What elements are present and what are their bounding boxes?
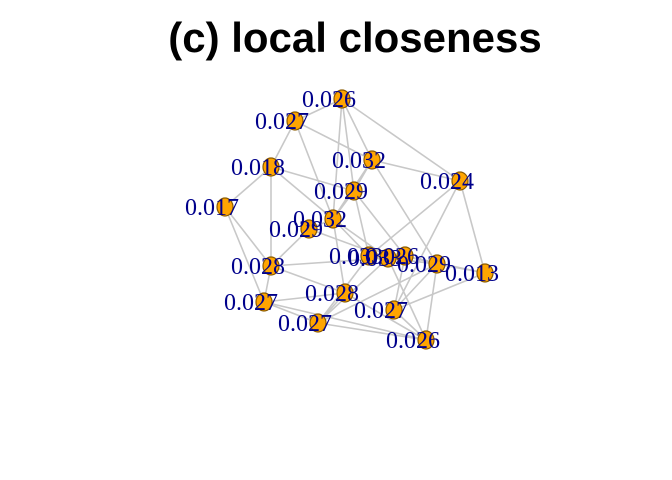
node-label: 0.027	[354, 298, 408, 324]
node-label: 0.026	[386, 328, 440, 354]
edge	[341, 98, 373, 161]
edge	[353, 190, 406, 257]
graph-node	[262, 256, 280, 276]
graph-node	[476, 263, 494, 283]
edge	[317, 263, 438, 324]
edge	[263, 301, 319, 324]
edge	[332, 218, 346, 294]
edge	[294, 120, 334, 220]
node-label: 0.029	[314, 179, 368, 205]
graph-node	[396, 246, 414, 266]
node-label: 0.033	[348, 246, 402, 272]
graph-node	[255, 292, 273, 312]
edge	[270, 166, 334, 220]
node-label: 0.029	[397, 252, 451, 278]
edge	[341, 98, 355, 192]
graph-node	[379, 248, 397, 268]
graph-node	[360, 246, 378, 266]
graph-node	[216, 197, 234, 217]
edge	[332, 218, 389, 259]
edge	[341, 98, 461, 182]
edge	[224, 206, 265, 303]
node-label: 0.024	[420, 169, 474, 195]
node-label: 0.032	[332, 148, 386, 174]
node-label: 0.018	[231, 155, 285, 181]
graph-title: (c) local closeness	[168, 14, 542, 61]
node-label: 0.017	[185, 195, 239, 221]
node-label: 0.027	[255, 109, 309, 135]
edge	[224, 206, 272, 267]
node-label: 0.029	[269, 217, 323, 243]
node-label: 0.013	[445, 261, 499, 287]
edge	[332, 98, 343, 220]
graph-node	[300, 219, 318, 239]
graph-node	[417, 330, 435, 350]
edge	[393, 180, 461, 311]
graph-node	[345, 181, 363, 201]
node-label: 0.028	[231, 254, 285, 280]
edge	[263, 292, 346, 303]
graph-node	[324, 209, 342, 229]
edge	[393, 263, 438, 311]
graph-node	[333, 89, 351, 109]
edge	[294, 120, 373, 161]
node-label: 0.026	[365, 244, 419, 270]
graph-node	[385, 300, 403, 320]
graph-node	[336, 283, 354, 303]
edge	[270, 265, 346, 294]
graph-node	[363, 150, 381, 170]
edge	[425, 263, 438, 341]
edge	[459, 180, 486, 274]
edge	[368, 180, 461, 257]
graph-node	[428, 254, 446, 274]
node-label: 0.028	[305, 281, 359, 307]
node-label: 0.032	[293, 207, 347, 233]
graph-node	[286, 111, 304, 131]
graph-node	[309, 313, 327, 333]
node-label: 0.033	[329, 244, 383, 270]
node-label: 0.026	[302, 87, 356, 113]
graph-node	[451, 171, 469, 191]
node-label: 0.027	[224, 290, 278, 316]
edge	[224, 166, 272, 208]
graph-node	[262, 157, 280, 177]
edge	[344, 292, 427, 341]
edge	[353, 190, 370, 257]
edge	[387, 257, 427, 341]
node-layer	[216, 89, 494, 350]
edge	[270, 166, 355, 192]
edge	[371, 159, 461, 182]
edge	[317, 322, 427, 341]
edge	[263, 301, 427, 341]
node-label: 0.027	[278, 311, 332, 337]
